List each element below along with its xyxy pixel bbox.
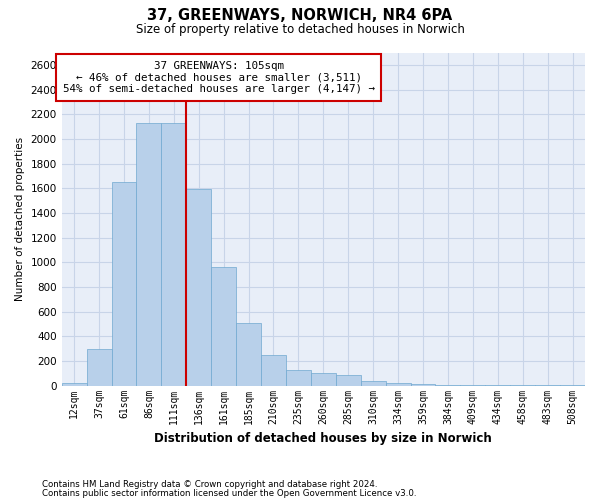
Bar xyxy=(386,384,410,386)
Bar xyxy=(86,349,112,386)
Bar xyxy=(261,355,286,386)
Bar xyxy=(311,374,336,386)
Text: 37, GREENWAYS, NORWICH, NR4 6PA: 37, GREENWAYS, NORWICH, NR4 6PA xyxy=(148,8,452,22)
Bar xyxy=(535,385,560,386)
Bar xyxy=(62,382,86,386)
Bar xyxy=(286,370,311,386)
Bar xyxy=(436,384,460,386)
Text: 37 GREENWAYS: 105sqm
← 46% of detached houses are smaller (3,511)
54% of semi-de: 37 GREENWAYS: 105sqm ← 46% of detached h… xyxy=(62,61,374,94)
Bar xyxy=(336,374,361,386)
Bar xyxy=(211,267,236,386)
Bar xyxy=(410,384,436,386)
Bar xyxy=(236,322,261,386)
Bar xyxy=(460,385,485,386)
Bar xyxy=(186,190,211,386)
Y-axis label: Number of detached properties: Number of detached properties xyxy=(15,137,25,301)
Bar xyxy=(112,182,136,386)
Bar xyxy=(361,380,386,386)
Bar xyxy=(161,123,186,386)
Bar xyxy=(136,123,161,386)
Bar xyxy=(485,385,510,386)
Text: Size of property relative to detached houses in Norwich: Size of property relative to detached ho… xyxy=(136,22,464,36)
Text: Contains HM Land Registry data © Crown copyright and database right 2024.: Contains HM Land Registry data © Crown c… xyxy=(42,480,377,489)
Text: Contains public sector information licensed under the Open Government Licence v3: Contains public sector information licen… xyxy=(42,489,416,498)
X-axis label: Distribution of detached houses by size in Norwich: Distribution of detached houses by size … xyxy=(154,432,492,445)
